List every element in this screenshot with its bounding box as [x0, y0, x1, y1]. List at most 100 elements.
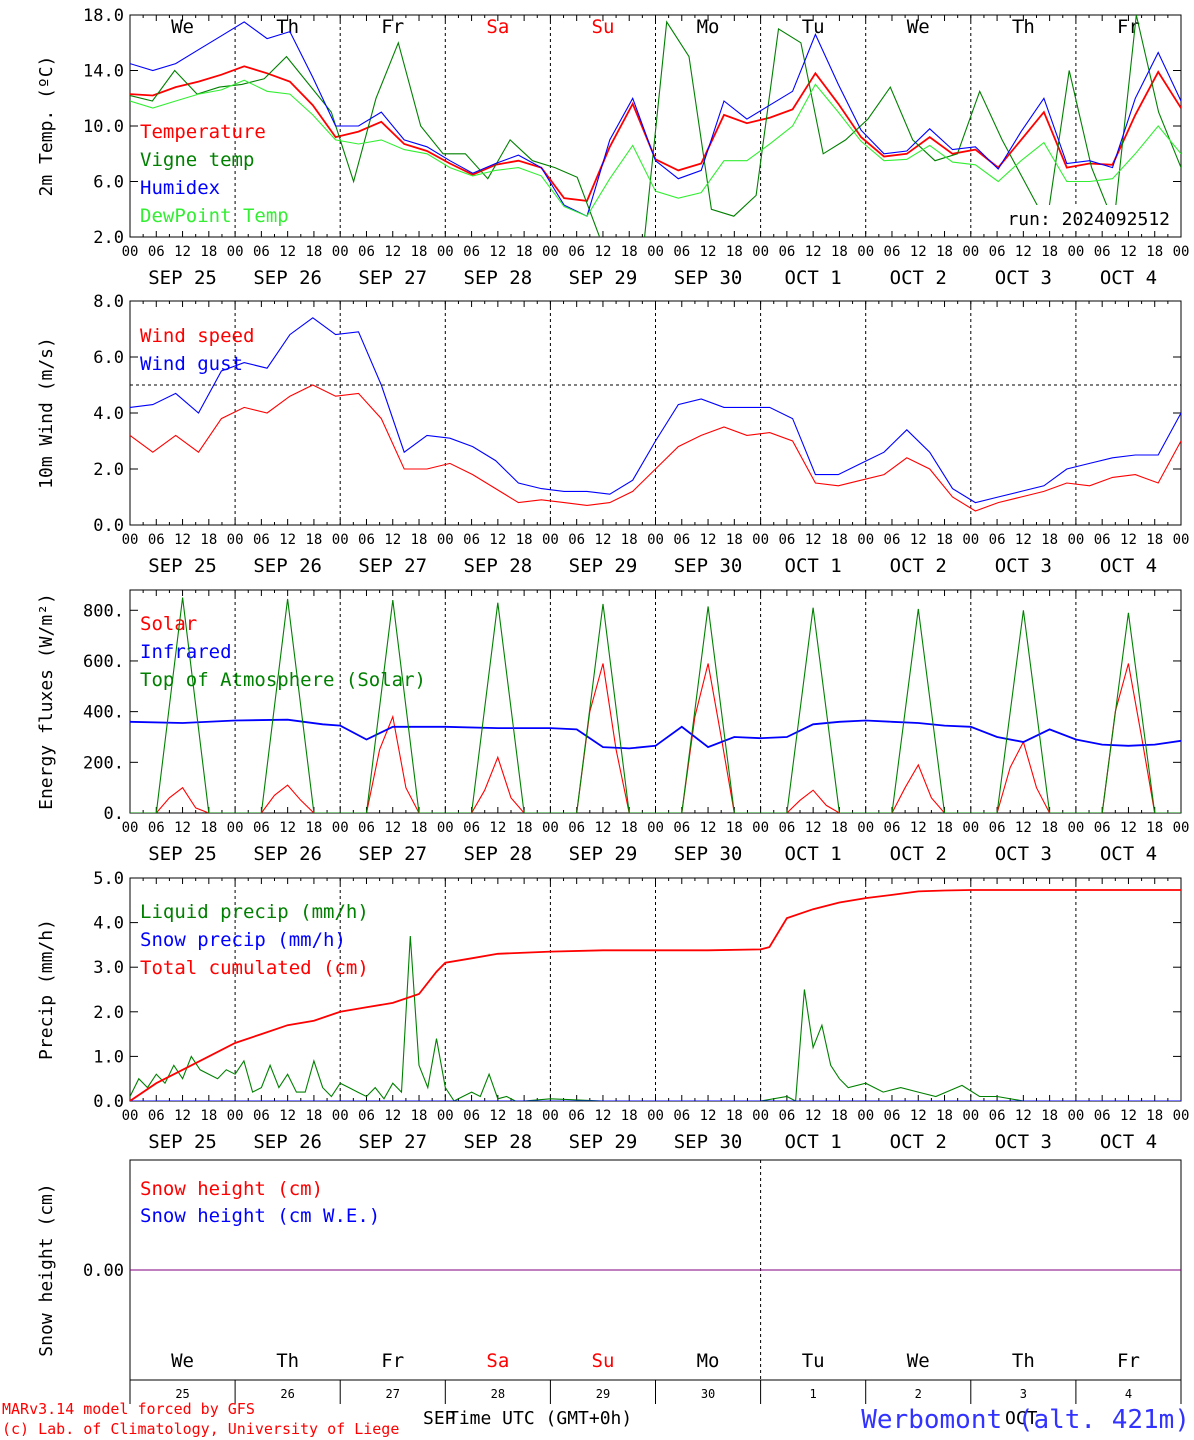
legend-entry: Wind speed [140, 325, 254, 347]
y-tick-label: 4.0 [93, 914, 124, 934]
panel-precip: 0.0 1.0 2.0 3.0 4.0 5.0 Precip (mm/h) 00 06 12 18 S… [36, 869, 1189, 1153]
weekday-label: We [907, 1350, 930, 1372]
x-hour-label: 12 [1015, 1108, 1032, 1124]
day-number-label: 28 [491, 1387, 505, 1401]
x-date-label: SEP 29 [569, 267, 638, 289]
x-hour-label: 06 [884, 820, 901, 836]
x-hour-label: 06 [463, 532, 480, 548]
x-hour-label: 00 [1173, 1108, 1190, 1124]
x-date-label: SEP 30 [674, 843, 743, 865]
x-hour-label: 00 [332, 1108, 349, 1124]
x-hour-label: 00 [962, 820, 979, 836]
y-tick-label: 8.0 [93, 292, 124, 312]
y-tick-label: 0.0 [93, 516, 124, 536]
x-hour-label: 00 [437, 820, 454, 836]
x-hour-label: 06 [1094, 820, 1111, 836]
x-hour-label: 18 [621, 532, 638, 548]
y-axis-label: Precip (mm/h) [36, 919, 57, 1060]
x-hour-label: 00 [227, 244, 244, 260]
day-number-label: 1 [810, 1387, 817, 1401]
x-date-label: SEP 30 [674, 555, 743, 577]
x-hour-label: 00 [647, 1108, 664, 1124]
weekday-label: Fr [381, 1350, 404, 1372]
x-hour-label: 00 [752, 1108, 769, 1124]
y-tick-label: 18.0 [83, 6, 124, 26]
legend-entry: Wind gust [140, 353, 243, 375]
x-date-label: OCT 2 [890, 1131, 947, 1153]
run-label-background [985, 205, 1175, 229]
x-hour-label: 00 [1173, 244, 1190, 260]
x-date-label: SEP 27 [358, 1131, 427, 1153]
day-number-label: 2 [915, 1387, 922, 1401]
x-hour-label: 12 [1120, 820, 1137, 836]
series-line-top-of-atmosphere-solar- [130, 597, 1181, 813]
series-line-total-cumulated-cm- [130, 889, 1181, 1101]
weekday-label: Su [592, 1350, 615, 1372]
x-date-label: SEP 25 [148, 843, 217, 865]
x-date-label: OCT 1 [785, 1131, 842, 1153]
x-hour-label: 06 [884, 244, 901, 260]
x-hour-label: 18 [411, 244, 428, 260]
x-hour-label: 00 [332, 820, 349, 836]
series-line-humidex [130, 21, 1181, 217]
y-tick-label: 2.0 [93, 460, 124, 480]
x-hour-label: 00 [1067, 244, 1084, 260]
x-hour-label: 12 [174, 1108, 191, 1124]
weekday-label: Su [592, 16, 615, 38]
legend-entry: Temperature [140, 121, 266, 143]
footer-month-left: SEP [423, 1408, 456, 1429]
weekday-label: Th [276, 1350, 299, 1372]
x-hour-label: 00 [857, 1108, 874, 1124]
x-date-label: SEP 26 [253, 1131, 322, 1153]
x-hour-label: 06 [463, 820, 480, 836]
x-date-label: OCT 3 [995, 267, 1052, 289]
x-hour-label: 00 [752, 820, 769, 836]
footer: MARv3.14 model forced by GFS (c) Lab. of… [2, 1400, 1190, 1438]
x-hour-label: 18 [516, 820, 533, 836]
x-hour-label: 00 [437, 244, 454, 260]
y-tick-label: 14.0 [83, 62, 124, 82]
y-tick-label: 0.00 [83, 1261, 124, 1281]
day-number-label: 3 [1020, 1387, 1027, 1401]
x-hour-label: 00 [542, 532, 559, 548]
weekday-label: Mo [697, 16, 720, 38]
x-date-label: SEP 26 [253, 267, 322, 289]
x-hour-label: 06 [148, 820, 165, 836]
legend-entry: Snow precip (mm/h) [140, 929, 346, 951]
x-hour-label: 00 [332, 244, 349, 260]
x-hour-label: 12 [1015, 532, 1032, 548]
x-date-label: SEP 29 [569, 555, 638, 577]
x-hour-label: 12 [910, 820, 927, 836]
weekday-label: Th [1012, 1350, 1035, 1372]
day-number-label: 25 [175, 1387, 189, 1401]
day-number-label: 29 [596, 1387, 610, 1401]
x-hour-label: 00 [227, 1108, 244, 1124]
x-hour-label: 06 [568, 820, 585, 836]
panel-temperature: 2.0 6.0 10.0 14.0 18.0 2m Temp. (ºC) 00 06 12 18 S… [36, 6, 1189, 289]
x-hour-label: 06 [989, 1108, 1006, 1124]
x-hour-label: 12 [384, 244, 401, 260]
x-date-label: SEP 28 [464, 1131, 533, 1153]
weekday-label: Tu [802, 1350, 825, 1372]
x-date-label: SEP 26 [253, 555, 322, 577]
x-date-label: SEP 26 [253, 843, 322, 865]
x-hour-label: 00 [437, 1108, 454, 1124]
x-hour-label: 18 [726, 820, 743, 836]
x-date-label: SEP 29 [569, 843, 638, 865]
y-tick-label: 4.0 [93, 404, 124, 424]
x-hour-label: 18 [621, 244, 638, 260]
weekday-label: Mo [697, 1350, 720, 1372]
series-line-wind-speed [130, 384, 1181, 512]
x-hour-label: 12 [384, 532, 401, 548]
series-line-solar [130, 663, 1181, 813]
x-date-label: OCT 2 [890, 843, 947, 865]
x-hour-label: 18 [200, 532, 217, 548]
x-hour-label: 06 [568, 1108, 585, 1124]
x-hour-label: 00 [857, 820, 874, 836]
x-hour-label: 00 [542, 1108, 559, 1124]
x-date-label: SEP 27 [358, 843, 427, 865]
footer-month-right: OCT [1005, 1408, 1038, 1429]
x-hour-label: 12 [595, 820, 612, 836]
x-hour-label: 18 [200, 820, 217, 836]
weekday-label: We [171, 1350, 194, 1372]
